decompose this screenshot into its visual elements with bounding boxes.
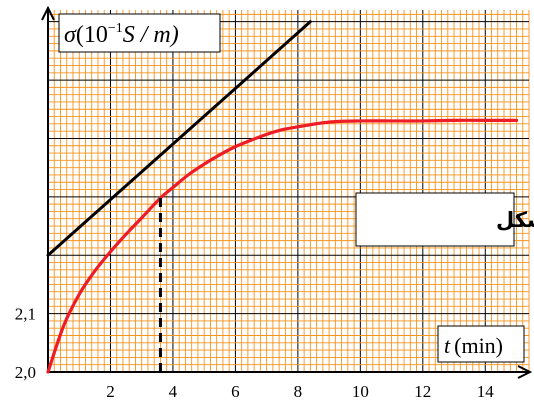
conductivity-curve [46, 118, 519, 374]
x-tick-label: 12 [414, 382, 431, 401]
y-label-unit-suffix: S / m) [123, 22, 179, 48]
tangent-line [46, 20, 312, 257]
x-tick-label: 8 [294, 382, 303, 401]
x-tick-label: 14 [477, 382, 495, 401]
x-tick-label: 4 [169, 382, 178, 401]
tick-labels: 2 4 6 8 10 12 14 2,0 2,1 [15, 305, 495, 401]
y-label-unit-prefix: (10 [76, 22, 108, 48]
y-axis-arrow [41, 5, 55, 21]
x-tick-label: 2 [106, 382, 115, 401]
x-label-variable: t [444, 333, 451, 358]
svg-text:σ(10−1S / m): σ(10−1S / m) [64, 21, 179, 48]
y-label-exponent: −1 [108, 21, 123, 36]
y-tick-label: 2,1 [15, 305, 36, 324]
figure-caption: الشكل [355, 192, 534, 247]
x-axis-arrow [517, 365, 533, 379]
axes [41, 5, 533, 379]
svg-text:t(min): t (min) [444, 333, 503, 358]
caption-text: الشكل [496, 208, 534, 232]
y-axis-label: σ(10−1S / m) [58, 13, 221, 53]
y-tick-label: 2,0 [15, 363, 36, 382]
x-axis-label: t (min) [437, 325, 525, 363]
data-series [46, 20, 519, 374]
x-tick-label: 10 [352, 382, 369, 401]
y-label-symbol: σ [64, 22, 77, 48]
x-label-unit: (min) [454, 333, 503, 358]
x-tick-label: 6 [231, 382, 240, 401]
grid [47, 10, 530, 373]
